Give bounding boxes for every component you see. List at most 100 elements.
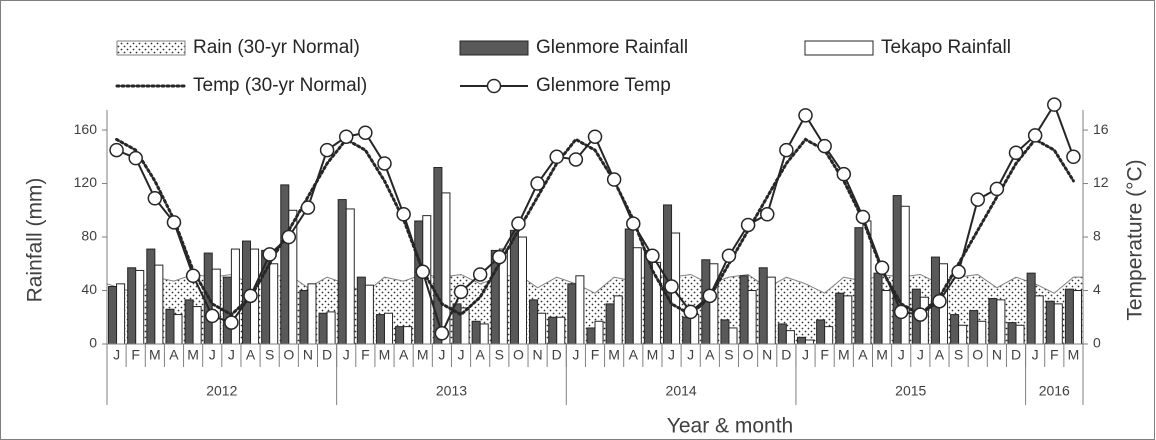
bar	[230, 248, 240, 345]
bar	[1007, 322, 1017, 345]
y-tick-label: 80	[81, 228, 97, 244]
bar	[471, 320, 481, 345]
temp-marker	[243, 288, 258, 304]
bar	[269, 263, 279, 345]
bar	[383, 312, 394, 345]
temp-marker	[855, 209, 871, 225]
bar	[824, 326, 834, 345]
x-tick-label: J	[228, 347, 235, 363]
bar	[441, 192, 451, 345]
x-tick-label: D	[1011, 347, 1021, 363]
x-tick-label: J	[917, 347, 924, 363]
bar	[766, 276, 776, 345]
bar	[356, 276, 366, 345]
temp-marker	[913, 307, 928, 322]
bar	[537, 312, 547, 345]
bar	[796, 336, 807, 345]
legend-label: Glenmore Rainfall	[536, 37, 688, 58]
x-tick-label: J	[458, 347, 465, 363]
temp-marker	[721, 248, 737, 263]
x-tick-label: F	[591, 347, 600, 363]
temp-marker	[224, 315, 239, 330]
bar	[624, 228, 634, 345]
temp-marker	[205, 308, 220, 324]
bar	[146, 248, 156, 345]
legend-swatch	[459, 40, 529, 56]
bar	[682, 316, 692, 345]
bar	[720, 319, 730, 345]
temp-marker	[109, 142, 124, 158]
bar	[364, 284, 374, 345]
temp-marker	[664, 279, 679, 294]
temp-marker	[645, 248, 660, 263]
bar	[1015, 324, 1025, 345]
y2-axis-title: Temperature (°C)	[1124, 159, 1147, 320]
bar	[785, 330, 795, 345]
bar	[950, 314, 960, 345]
x-tick-label: S	[495, 347, 504, 363]
bar	[108, 286, 118, 345]
x-tick-label: J	[802, 347, 809, 363]
bar	[835, 292, 845, 345]
bar	[375, 314, 385, 345]
temp-marker	[185, 268, 201, 284]
temp-marker	[568, 152, 584, 167]
bar	[173, 314, 183, 345]
x-tick-label: M	[838, 347, 850, 363]
bar	[747, 290, 757, 345]
bar	[517, 236, 527, 345]
bar	[548, 316, 558, 345]
x-tick-label: S	[954, 347, 963, 363]
temp-marker	[702, 288, 718, 304]
temp-marker	[377, 156, 392, 171]
x-tick-label: M	[876, 347, 888, 363]
temp-marker	[1066, 149, 1081, 165]
x-tick-label: M	[149, 347, 161, 363]
x-tick-label: A	[629, 347, 639, 363]
bar	[280, 184, 290, 345]
bar	[326, 311, 336, 345]
legend-marker	[486, 78, 502, 94]
x-tick-label: N	[762, 347, 772, 363]
bar	[509, 229, 519, 345]
bar	[728, 327, 738, 345]
x-tick-label: F	[131, 347, 140, 363]
temp-marker	[970, 192, 985, 207]
temp-marker	[358, 125, 373, 140]
legend-swatch	[804, 40, 874, 56]
temp-marker	[166, 215, 182, 230]
year-label: 2012	[206, 383, 237, 399]
temp-marker	[893, 304, 909, 320]
bar	[345, 208, 355, 345]
bar	[900, 205, 910, 345]
bar	[632, 247, 642, 345]
bar	[873, 272, 883, 345]
temp-marker	[932, 293, 947, 309]
y-tick-label: 0	[89, 335, 97, 351]
bar	[854, 227, 864, 345]
temp-marker	[989, 181, 1005, 197]
y-axis-title: Rainfall (mm)	[24, 178, 47, 303]
temp-marker	[338, 129, 354, 144]
y-tick-label: 160	[74, 121, 98, 137]
year-label: 2013	[436, 383, 467, 399]
x-tick-label: J	[1032, 347, 1039, 363]
x-tick-label: J	[668, 347, 675, 363]
temp-marker	[1027, 128, 1043, 143]
x-tick-label: J	[113, 347, 120, 363]
bar	[307, 283, 317, 345]
bar	[892, 195, 902, 345]
bar	[127, 267, 137, 345]
temp-marker	[300, 200, 316, 215]
bar	[567, 283, 577, 345]
bar	[958, 324, 968, 345]
x-tick-label: F	[820, 347, 829, 363]
bar	[816, 319, 826, 345]
bar	[403, 326, 413, 345]
temp-marker	[798, 108, 813, 123]
bar	[1026, 272, 1036, 345]
y2-tick-label: 0	[1093, 335, 1101, 351]
y-tick-label: 120	[74, 174, 98, 190]
x-axis-title: Year & month	[667, 415, 793, 438]
temp-marker	[415, 264, 431, 280]
